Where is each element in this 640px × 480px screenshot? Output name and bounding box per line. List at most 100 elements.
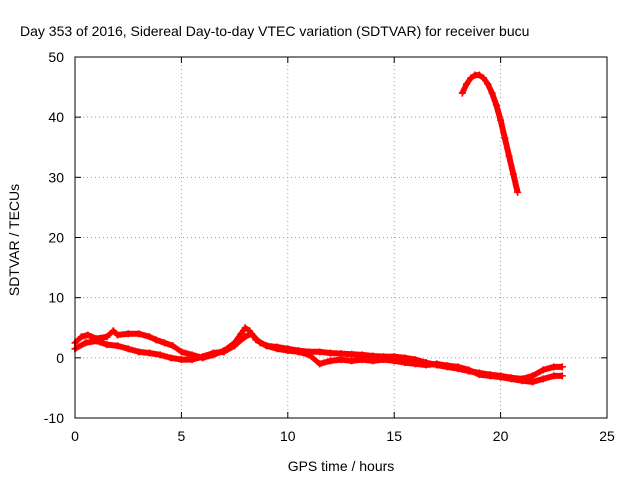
axes: 0 5 10 15 20 25 -10 0 10 20 30 40 50 bbox=[44, 49, 615, 444]
data-point bbox=[135, 330, 143, 338]
y-tick-label: 30 bbox=[48, 169, 64, 185]
data-point bbox=[492, 101, 500, 109]
data-point bbox=[241, 324, 249, 332]
data-point bbox=[558, 363, 566, 371]
data-point bbox=[145, 349, 153, 357]
data-point bbox=[177, 348, 185, 356]
data-point bbox=[475, 371, 483, 379]
y-tick-label: -10 bbox=[44, 410, 64, 426]
data-point bbox=[248, 330, 256, 338]
data-point bbox=[231, 342, 239, 350]
data-point bbox=[152, 336, 160, 344]
data-point bbox=[135, 348, 143, 356]
data-point bbox=[77, 333, 85, 341]
data-point bbox=[401, 359, 409, 367]
data-point bbox=[114, 342, 122, 350]
data-point bbox=[497, 373, 505, 381]
chart-title: Day 353 of 2016, Sidereal Day-to-day VTE… bbox=[20, 23, 529, 39]
data-point bbox=[529, 378, 537, 386]
data-point bbox=[160, 339, 168, 347]
data-point bbox=[390, 357, 398, 365]
data-point bbox=[167, 354, 175, 362]
data-point bbox=[256, 339, 264, 347]
data-point bbox=[145, 333, 153, 341]
data-point bbox=[316, 348, 324, 356]
plot-area bbox=[71, 71, 566, 386]
data-point bbox=[507, 375, 515, 383]
data-point bbox=[263, 342, 271, 350]
data-point bbox=[348, 357, 356, 365]
data-point bbox=[458, 89, 466, 97]
data-point bbox=[529, 372, 537, 380]
x-tick-label: 0 bbox=[71, 428, 79, 444]
series-trace-peak bbox=[458, 71, 522, 196]
data-point bbox=[539, 375, 547, 383]
data-point bbox=[380, 356, 388, 364]
data-point bbox=[241, 333, 249, 341]
data-point bbox=[509, 170, 517, 178]
data-point bbox=[514, 188, 522, 196]
data-point bbox=[124, 345, 132, 353]
y-tick-label: 0 bbox=[56, 350, 64, 366]
data-point bbox=[411, 360, 419, 368]
data-point bbox=[475, 71, 483, 79]
data-point bbox=[505, 152, 513, 160]
data-point bbox=[518, 377, 526, 385]
data-point bbox=[539, 366, 547, 374]
data-point bbox=[114, 331, 122, 339]
y-tick-label: 20 bbox=[48, 230, 64, 246]
x-tick-label: 20 bbox=[493, 428, 509, 444]
data-point bbox=[501, 134, 509, 142]
y-tick-label: 10 bbox=[48, 290, 64, 306]
data-point bbox=[169, 342, 177, 350]
data-point bbox=[82, 339, 90, 347]
data-point bbox=[326, 349, 334, 357]
data-point bbox=[326, 357, 334, 365]
data-point bbox=[109, 327, 117, 335]
data-point bbox=[558, 372, 566, 380]
data-point bbox=[124, 330, 132, 338]
y-tick-label: 40 bbox=[48, 109, 64, 125]
x-tick-label: 10 bbox=[280, 428, 296, 444]
data-point bbox=[497, 116, 505, 124]
data-point bbox=[199, 353, 207, 361]
data-point bbox=[488, 89, 496, 97]
y-tick-label: 50 bbox=[48, 49, 64, 65]
data-point bbox=[443, 362, 451, 370]
x-tick-label: 15 bbox=[386, 428, 402, 444]
data-point bbox=[92, 337, 100, 345]
data-point bbox=[177, 356, 185, 364]
data-point bbox=[156, 351, 164, 359]
data-point bbox=[294, 348, 302, 356]
data-point bbox=[103, 341, 111, 349]
x-tick-label: 25 bbox=[599, 428, 615, 444]
data-point bbox=[103, 333, 111, 341]
data-point bbox=[316, 360, 324, 368]
y-axis-label: SDTVAR / TECUs bbox=[6, 184, 22, 296]
data-point bbox=[422, 361, 430, 369]
data-point bbox=[209, 349, 217, 357]
data-point bbox=[305, 351, 313, 359]
data-point bbox=[284, 347, 292, 355]
data-point bbox=[273, 345, 281, 353]
data-point bbox=[337, 356, 345, 364]
data-point bbox=[433, 360, 441, 368]
series-trace-lower bbox=[71, 330, 566, 386]
data-point bbox=[480, 74, 488, 82]
data-point bbox=[220, 348, 228, 356]
data-point bbox=[237, 330, 245, 338]
data-point bbox=[463, 80, 471, 88]
x-tick-label: 5 bbox=[178, 428, 186, 444]
data-point bbox=[550, 372, 558, 380]
data-point bbox=[348, 350, 356, 358]
data-point bbox=[486, 372, 494, 380]
data-point bbox=[467, 74, 475, 82]
data-point bbox=[358, 356, 366, 364]
data-point bbox=[454, 363, 462, 371]
data-point bbox=[484, 80, 492, 88]
data-point bbox=[188, 356, 196, 364]
data-point bbox=[84, 331, 92, 339]
data-point bbox=[337, 350, 345, 358]
